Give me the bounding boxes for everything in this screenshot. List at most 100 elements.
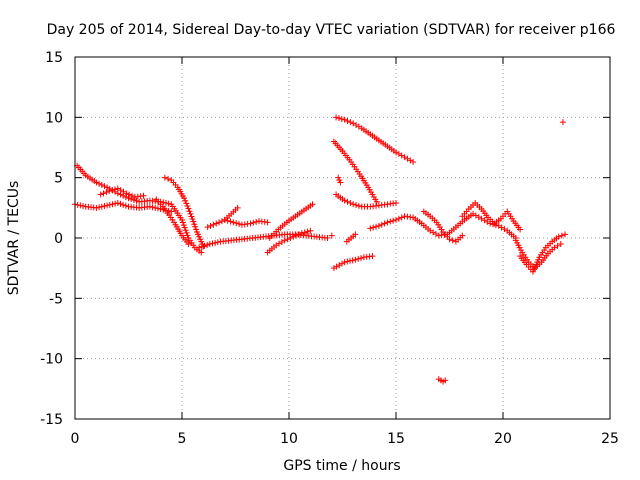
data-point bbox=[213, 220, 220, 227]
data-point bbox=[204, 224, 211, 231]
data-point bbox=[555, 233, 562, 240]
data-point-interp bbox=[287, 235, 294, 241]
data-point bbox=[350, 201, 357, 208]
data-point-interp bbox=[284, 236, 291, 243]
data-point bbox=[206, 241, 213, 248]
data-point-interp bbox=[130, 196, 137, 203]
data-point-interp bbox=[186, 208, 193, 215]
data-point bbox=[341, 116, 348, 123]
x-axis-label: GPS time / hours bbox=[283, 458, 400, 474]
data-point-interp bbox=[101, 203, 108, 210]
data-point-interp bbox=[355, 255, 362, 262]
data-point-interp bbox=[344, 117, 351, 124]
data-point bbox=[264, 219, 271, 226]
data-point bbox=[185, 241, 192, 248]
data-point bbox=[146, 203, 153, 210]
data-point-interp bbox=[344, 258, 351, 265]
data-point bbox=[333, 114, 340, 121]
data-point-interp bbox=[162, 200, 169, 207]
data-point-interp bbox=[109, 201, 116, 208]
data-point-interp bbox=[358, 255, 365, 262]
data-point bbox=[517, 226, 524, 233]
data-point-interp bbox=[111, 186, 118, 193]
data-point-interp bbox=[395, 215, 402, 222]
data-point-interp bbox=[554, 242, 561, 249]
data-point bbox=[161, 174, 168, 181]
y-tick-label: 15 bbox=[45, 50, 63, 66]
data-point bbox=[341, 259, 348, 266]
x-tick-label: 0 bbox=[71, 431, 80, 447]
data-point bbox=[181, 195, 188, 202]
data-point-interp bbox=[236, 220, 243, 227]
data-point-interp bbox=[120, 201, 127, 208]
data-point bbox=[125, 195, 132, 202]
data-point-interp bbox=[183, 200, 190, 207]
data-point-interp bbox=[129, 192, 136, 199]
data-point bbox=[114, 200, 121, 207]
data-point-interp bbox=[214, 239, 221, 246]
data-point bbox=[196, 244, 203, 251]
data-point bbox=[375, 222, 382, 229]
data-point-interp bbox=[250, 219, 257, 226]
data-point bbox=[97, 191, 104, 198]
data-point-interp bbox=[449, 237, 456, 244]
data-point-interp bbox=[98, 181, 105, 188]
data-point-interp bbox=[387, 218, 394, 225]
data-point bbox=[187, 210, 194, 217]
data-point-interp bbox=[198, 243, 205, 250]
data-point-interp bbox=[192, 223, 199, 230]
data-point bbox=[459, 232, 466, 239]
data-point-interp bbox=[355, 202, 362, 209]
data-point-interp bbox=[183, 229, 190, 236]
data-point-interp bbox=[204, 241, 211, 248]
x-tick-label: 25 bbox=[601, 431, 619, 447]
y-tick-label: -15 bbox=[40, 412, 63, 428]
data-point-interp bbox=[253, 218, 260, 225]
data-point-interp bbox=[182, 227, 189, 234]
data-point bbox=[369, 253, 376, 260]
data-point-interp bbox=[193, 226, 200, 233]
data-point-interp bbox=[344, 198, 351, 205]
data-point bbox=[123, 190, 130, 197]
data-point-interp bbox=[224, 217, 231, 224]
data-point-interp bbox=[152, 204, 159, 211]
data-point bbox=[290, 233, 297, 240]
y-tick-label: 5 bbox=[54, 171, 63, 187]
data-point-interp bbox=[227, 218, 234, 225]
data-point bbox=[562, 231, 569, 238]
data-points bbox=[72, 114, 569, 385]
data-point bbox=[557, 241, 564, 248]
data-point-interp bbox=[398, 214, 405, 221]
data-point-interp bbox=[353, 202, 360, 209]
data-point-interp bbox=[218, 218, 225, 225]
data-point-interp bbox=[179, 219, 186, 226]
data-point-interp bbox=[122, 193, 129, 200]
data-point-interp bbox=[77, 202, 84, 209]
y-axis: -15 -10 -5 0 5 10 15 bbox=[40, 50, 610, 428]
data-point-interp bbox=[100, 190, 107, 197]
data-point-interp bbox=[381, 220, 388, 227]
data-point-interp bbox=[103, 189, 110, 196]
data-point bbox=[140, 192, 147, 199]
data-point-interp bbox=[338, 115, 345, 122]
data-point bbox=[384, 219, 391, 226]
data-point-interp bbox=[293, 232, 300, 239]
data-point-interp bbox=[96, 204, 103, 211]
data-point-interp bbox=[109, 187, 116, 194]
data-point-interp bbox=[98, 203, 105, 210]
data-point-interp bbox=[117, 200, 124, 207]
data-point-interp bbox=[349, 257, 356, 264]
data-point bbox=[93, 204, 100, 211]
data-point-interp bbox=[74, 201, 81, 208]
x-axis: 0 5 10 15 20 25 bbox=[71, 57, 619, 447]
data-point-interp bbox=[304, 228, 311, 235]
data-point bbox=[179, 216, 185, 223]
data-point-interp bbox=[106, 201, 113, 208]
data-point-interp bbox=[133, 197, 140, 204]
data-point bbox=[106, 187, 113, 194]
data-point-interp bbox=[80, 203, 87, 210]
data-point-interp bbox=[182, 197, 189, 204]
data-point bbox=[442, 377, 449, 384]
data-point-interp bbox=[347, 119, 354, 126]
